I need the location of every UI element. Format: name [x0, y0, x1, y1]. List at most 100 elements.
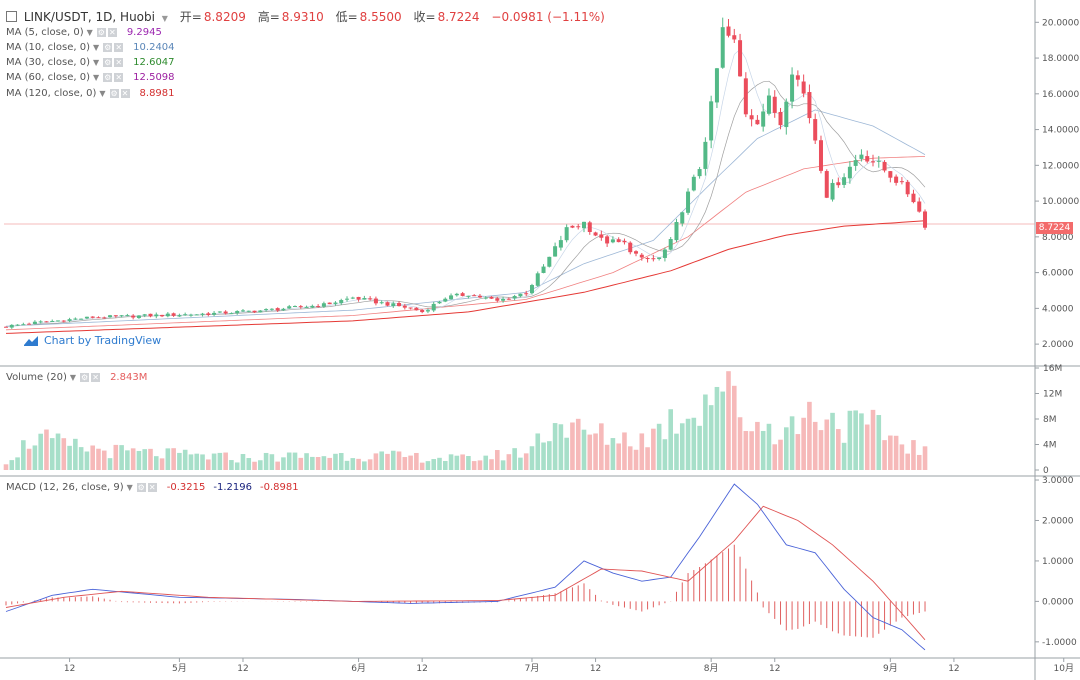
chevron-down-icon[interactable]: ▼: [86, 28, 93, 37]
volume-bar[interactable]: [795, 434, 801, 470]
candle-body[interactable]: [50, 320, 55, 322]
chevron-down-icon[interactable]: ▼: [93, 58, 100, 67]
candle-body[interactable]: [512, 296, 517, 299]
volume-bar[interactable]: [113, 444, 119, 470]
candle-body[interactable]: [223, 311, 228, 314]
candle-body[interactable]: [882, 162, 887, 171]
candle-body[interactable]: [125, 315, 130, 317]
candle-body[interactable]: [73, 318, 78, 320]
volume-bar[interactable]: [177, 452, 182, 470]
candle-body[interactable]: [4, 326, 8, 328]
candle-body[interactable]: [813, 119, 818, 141]
volume-bar[interactable]: [3, 464, 9, 470]
volume-bar[interactable]: [483, 455, 489, 470]
candle-body[interactable]: [570, 225, 575, 228]
gear-icon[interactable]: ⚙: [103, 43, 113, 52]
volume-bar[interactable]: [679, 423, 685, 470]
candle-body[interactable]: [252, 310, 257, 313]
ma120-legend[interactable]: MA (120, close, 0) ▼ ⚙ ✕ 8.8981: [6, 88, 175, 99]
candle-body[interactable]: [651, 258, 656, 260]
volume-bar[interactable]: [824, 419, 830, 470]
volume-bar[interactable]: [240, 454, 246, 470]
candle-body[interactable]: [778, 111, 783, 126]
volume-bar[interactable]: [518, 457, 523, 470]
candle-body[interactable]: [645, 258, 650, 260]
volume-bar[interactable]: [26, 448, 32, 470]
volume-bar[interactable]: [547, 441, 552, 470]
volume-bar[interactable]: [67, 445, 72, 470]
candle-body[interactable]: [385, 302, 390, 306]
candle-body[interactable]: [194, 314, 199, 316]
volume-bar[interactable]: [836, 429, 841, 470]
candle-body[interactable]: [373, 298, 378, 304]
volume-bar[interactable]: [558, 424, 564, 470]
candle-body[interactable]: [287, 306, 292, 309]
candle-body[interactable]: [449, 295, 454, 300]
candle-body[interactable]: [668, 239, 673, 250]
volume-bar[interactable]: [801, 417, 806, 470]
candle-body[interactable]: [842, 177, 847, 185]
volume-bar[interactable]: [194, 453, 200, 470]
candle-body[interactable]: [171, 313, 176, 316]
volume-bar[interactable]: [350, 458, 356, 470]
candle-body[interactable]: [686, 191, 691, 213]
candle-body[interactable]: [15, 324, 20, 326]
candle-body[interactable]: [327, 302, 332, 305]
candle-body[interactable]: [894, 176, 899, 183]
candle-body[interactable]: [38, 321, 43, 323]
volume-bar[interactable]: [714, 386, 720, 470]
volume-bar[interactable]: [599, 423, 604, 470]
candle-body[interactable]: [160, 314, 165, 317]
candle-body[interactable]: [136, 315, 141, 319]
volume-bar[interactable]: [772, 444, 778, 470]
candle-body[interactable]: [795, 75, 800, 80]
volume-bar[interactable]: [119, 445, 124, 470]
volume-bar[interactable]: [604, 444, 610, 470]
volume-bar[interactable]: [888, 435, 893, 470]
candle-body[interactable]: [113, 315, 118, 317]
gear-icon[interactable]: ⚙: [103, 73, 113, 82]
candle-body[interactable]: [547, 256, 552, 267]
candle-body[interactable]: [876, 160, 881, 162]
volume-bar[interactable]: [708, 405, 714, 470]
volume-bar[interactable]: [720, 391, 726, 470]
candle-body[interactable]: [235, 310, 240, 314]
candle-body[interactable]: [310, 305, 315, 308]
volume-bar[interactable]: [731, 385, 737, 470]
candle-body[interactable]: [755, 119, 760, 125]
candle-body[interactable]: [495, 298, 500, 301]
volume-bar[interactable]: [90, 445, 95, 470]
volume-bar[interactable]: [627, 446, 633, 470]
candle-body[interactable]: [917, 201, 922, 212]
candle-body[interactable]: [368, 298, 373, 300]
volume-bar[interactable]: [84, 451, 90, 470]
volume-bar[interactable]: [905, 453, 910, 470]
volume-bar[interactable]: [125, 450, 130, 470]
candle-body[interactable]: [524, 293, 529, 295]
candle-body[interactable]: [587, 222, 592, 232]
candle-body[interactable]: [576, 226, 581, 228]
volume-bar[interactable]: [408, 455, 413, 470]
volume-bar[interactable]: [130, 448, 136, 470]
candle-body[interactable]: [79, 318, 84, 320]
candle-body[interactable]: [923, 211, 928, 228]
candle-body[interactable]: [691, 176, 696, 191]
volume-bar[interactable]: [807, 401, 812, 470]
candle-body[interactable]: [321, 303, 326, 307]
volume-bar[interactable]: [922, 446, 928, 470]
volume-bar[interactable]: [171, 448, 176, 470]
volume-bar[interactable]: [153, 456, 159, 470]
candle-body[interactable]: [397, 303, 402, 307]
volume-bar[interactable]: [148, 448, 153, 470]
candle-body[interactable]: [339, 300, 344, 304]
volume-bar[interactable]: [864, 424, 870, 470]
volume-bar[interactable]: [310, 456, 315, 470]
candle-body[interactable]: [402, 305, 407, 308]
volume-bar[interactable]: [755, 421, 760, 470]
gear-icon[interactable]: ⚙: [80, 373, 90, 382]
candle-body[interactable]: [766, 95, 771, 114]
candle-body[interactable]: [333, 302, 338, 304]
volume-bar[interactable]: [269, 454, 275, 470]
gear-icon[interactable]: ⚙: [109, 89, 119, 98]
volume-bar[interactable]: [73, 438, 78, 470]
